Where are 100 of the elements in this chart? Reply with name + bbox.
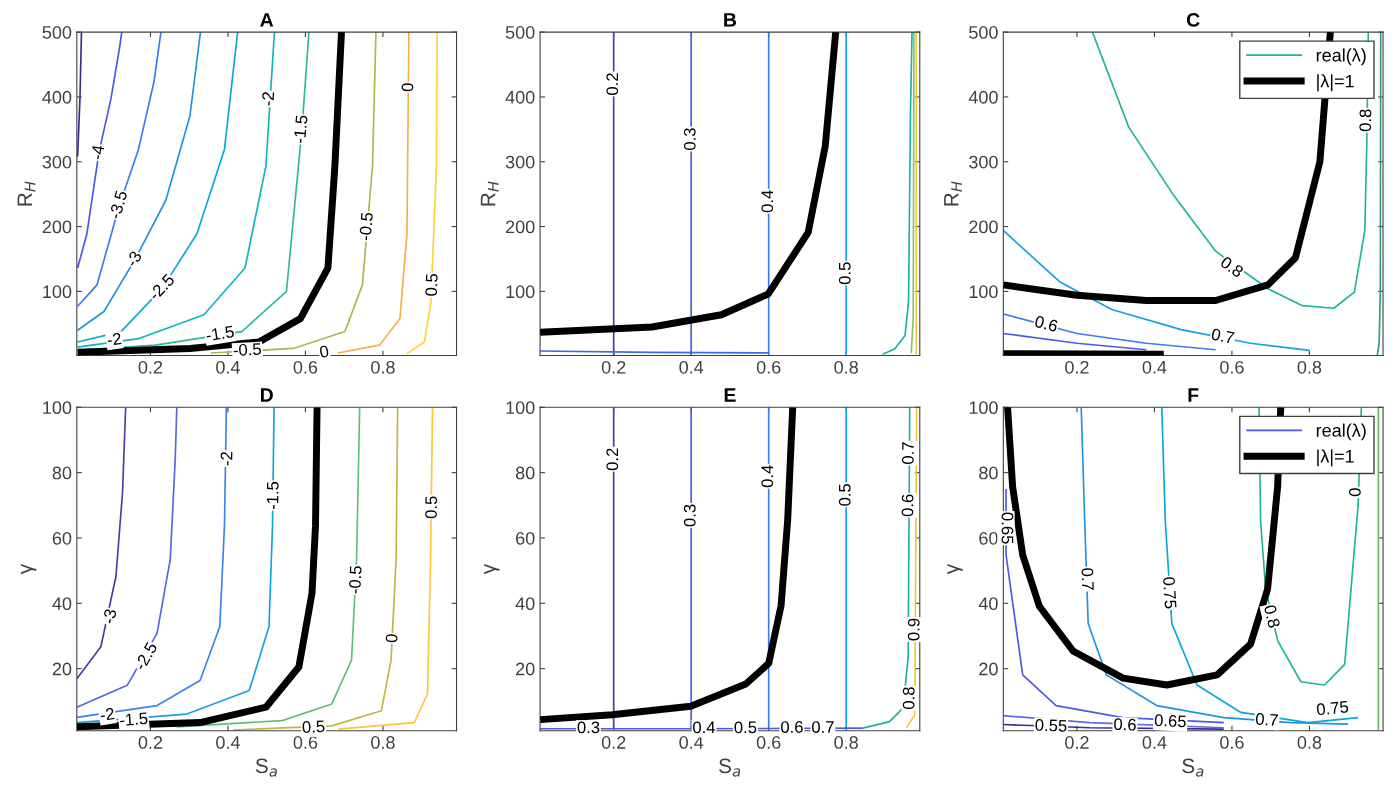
- annotation: 0.75: [1316, 700, 1349, 716]
- annotation: 0.8: [1359, 109, 1372, 132]
- y-tick-label: 80: [52, 466, 72, 480]
- annotation: 0.3: [577, 721, 600, 734]
- annotation: 0.3: [683, 128, 696, 150]
- annotation: 0.8: [902, 687, 915, 710]
- annotation: 0.8: [1263, 604, 1281, 629]
- annotation: 0: [319, 345, 330, 359]
- y-tick-label: 60: [516, 531, 535, 545]
- chart-title: E: [724, 388, 736, 402]
- annotation: 0.2: [606, 448, 619, 471]
- x-axis-title: S$_{a}$: [1182, 758, 1204, 777]
- x-tick-label: 0.6: [293, 360, 318, 374]
- y-tick-label: 100: [969, 401, 998, 415]
- annotation: -2: [106, 332, 122, 346]
- x-tick-label: 0.8: [834, 736, 858, 749]
- y-tick-label: 500: [505, 26, 535, 39]
- x-tick-label: 0.8: [371, 736, 395, 749]
- y-tick-label: 100: [43, 401, 72, 415]
- annotation: 0.7: [1211, 328, 1235, 344]
- y-tick-label: 400: [505, 90, 535, 104]
- annotation: -3: [102, 608, 117, 625]
- x-tick-label: 0.2: [601, 360, 626, 374]
- legend-label: |λ|=1: [1317, 74, 1354, 92]
- x-tick-label: 0.4: [1142, 736, 1167, 749]
- annotation: 0.4: [761, 190, 774, 213]
- x-tick-label: 0.4: [679, 360, 704, 374]
- y-tick-label: 300: [42, 155, 72, 169]
- x-tick-label: 0.4: [1142, 360, 1167, 374]
- x-axis-title: S$_{a}$: [255, 758, 277, 777]
- y-axis-title: γ: [947, 563, 963, 575]
- annotation: -1.5: [266, 481, 279, 510]
- legend-label: real(λ): [1316, 423, 1366, 441]
- x-tick-label: 0.4: [216, 736, 240, 749]
- annotation: 0.55: [1035, 718, 1067, 732]
- annotation: -1.5: [205, 325, 235, 342]
- y-tick-label: 20: [516, 662, 535, 676]
- annotation: 0.8: [1219, 255, 1245, 279]
- y-tick-label: 100: [43, 285, 72, 299]
- y-axis-title: γ: [20, 563, 37, 575]
- annotation: -2: [99, 707, 115, 721]
- y-tick-label: 200: [42, 220, 72, 234]
- y-tick-label: 80: [979, 466, 998, 480]
- annotation: 0.4: [693, 721, 716, 734]
- annotation: 0.5: [302, 720, 325, 734]
- x-tick-label: 0.8: [834, 360, 858, 374]
- annotation: 0.4: [761, 465, 774, 488]
- x-tick-label: 0.8: [1297, 360, 1322, 374]
- annotation: 0.65: [1154, 714, 1187, 728]
- y-tick-label: 500: [42, 26, 72, 39]
- annotation: -0.5: [233, 342, 262, 357]
- chart-title: F: [1188, 388, 1199, 402]
- annotation: -0.5: [358, 212, 374, 241]
- x-tick-label: 0.2: [1065, 736, 1089, 749]
- x-axis-title: S$_{a}$: [719, 758, 741, 777]
- annotation: 0.7: [1255, 712, 1279, 727]
- y-tick-label: 500: [969, 26, 998, 39]
- y-tick-label: 300: [969, 155, 998, 169]
- y-tick-label: 60: [52, 531, 72, 545]
- legend-label: real(λ): [1316, 48, 1366, 66]
- y-axis-title: R$_{H}$: [17, 181, 36, 206]
- annotation: 0.7: [1081, 567, 1094, 591]
- x-tick-label: 0.6: [1220, 736, 1244, 749]
- annotation: 0.6: [901, 494, 914, 517]
- annotation: 0.6: [1113, 718, 1137, 731]
- annotation: 0.3: [683, 504, 696, 527]
- annotation: -1.5: [119, 712, 148, 727]
- x-tick-label: 0.8: [371, 360, 395, 374]
- y-tick-label: 60: [979, 531, 998, 545]
- annotation: 0.5: [734, 721, 757, 734]
- y-tick-label: 100: [506, 401, 535, 415]
- annotation: 0: [401, 83, 414, 92]
- y-axis-title: γ: [484, 563, 500, 575]
- x-tick-label: 0.2: [138, 360, 163, 374]
- y-tick-label: 100: [506, 285, 535, 299]
- annotation: -2: [220, 451, 233, 466]
- y-tick-label: 400: [42, 90, 72, 104]
- chart-title: A: [260, 13, 274, 27]
- x-tick-label: 0.6: [756, 736, 781, 749]
- y-tick-label: 100: [969, 285, 998, 299]
- y-tick-label: 400: [968, 90, 998, 104]
- y-tick-label: 80: [515, 466, 535, 480]
- annotation: 0.5: [425, 273, 438, 296]
- y-tick-label: 300: [505, 155, 535, 169]
- annotation: -3.5: [108, 190, 128, 220]
- y-axis-title: R$_{H}$: [944, 181, 962, 206]
- annotation: -3: [125, 250, 143, 268]
- annotation: 0.6: [780, 721, 803, 733]
- annotation: -2.5: [133, 641, 158, 671]
- annotation: -2: [261, 91, 275, 106]
- y-tick-label: 200: [506, 220, 535, 234]
- x-tick-label: 0.4: [679, 736, 704, 749]
- y-axis-title: R$_{H}$: [480, 181, 499, 206]
- y-tick-label: 20: [979, 662, 998, 676]
- x-tick-label: 0.2: [1065, 360, 1089, 374]
- chart-title: D: [260, 388, 273, 402]
- annotation: -2.5: [147, 273, 176, 302]
- chart-title: B: [724, 13, 737, 27]
- y-tick-label: 200: [969, 220, 998, 234]
- annotation: 0: [1348, 488, 1361, 497]
